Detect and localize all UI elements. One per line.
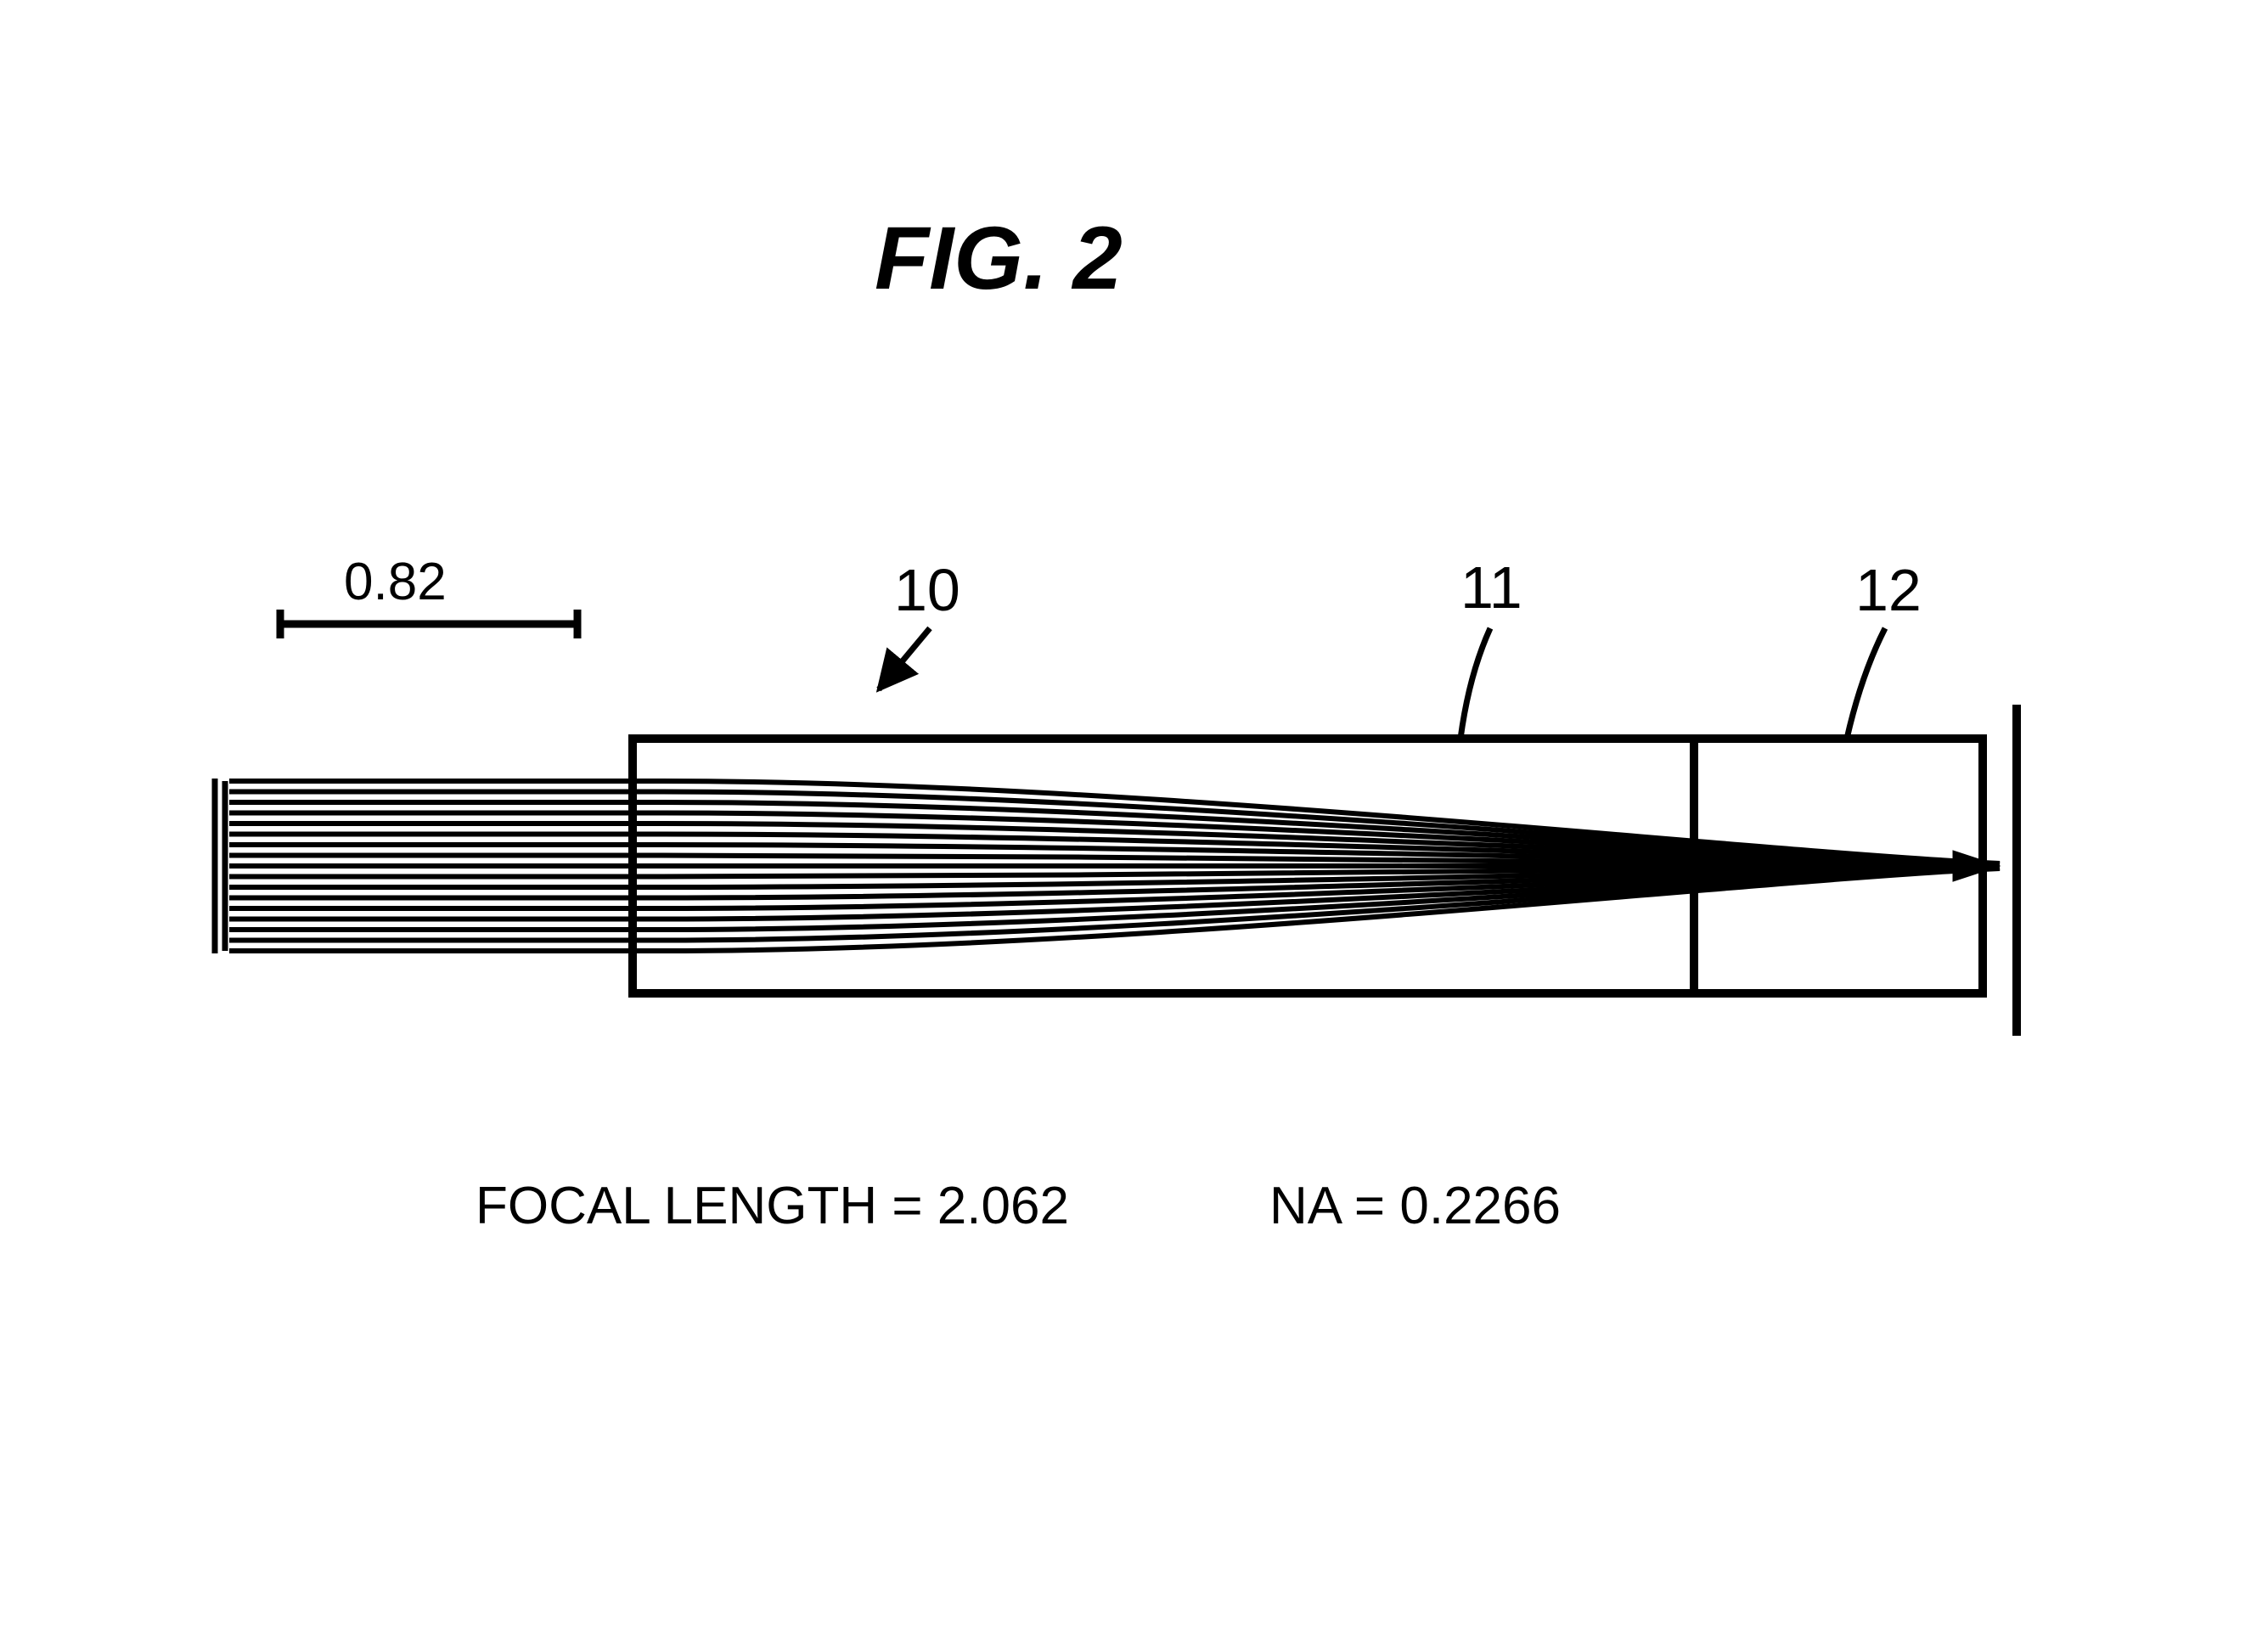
reference-leader-10 bbox=[879, 628, 930, 689]
reference-leader-12 bbox=[1847, 628, 1885, 739]
scale-bar-label: 0.82 bbox=[344, 552, 447, 612]
reference-label-10: 10 bbox=[894, 556, 960, 624]
reference-leader-11 bbox=[1460, 628, 1490, 739]
ray-focus-tip bbox=[1953, 851, 2000, 881]
caption-focal-length: FOCAL LENGTH = 2.062 bbox=[476, 1176, 1069, 1236]
reference-label-11: 11 bbox=[1460, 554, 1522, 621]
ray-bundle bbox=[215, 779, 2000, 953]
reference-label-12: 12 bbox=[1855, 556, 1922, 624]
caption-na: NA = 0.2266 bbox=[1269, 1176, 1561, 1236]
figure-title: FIG. 2 bbox=[875, 208, 1123, 310]
